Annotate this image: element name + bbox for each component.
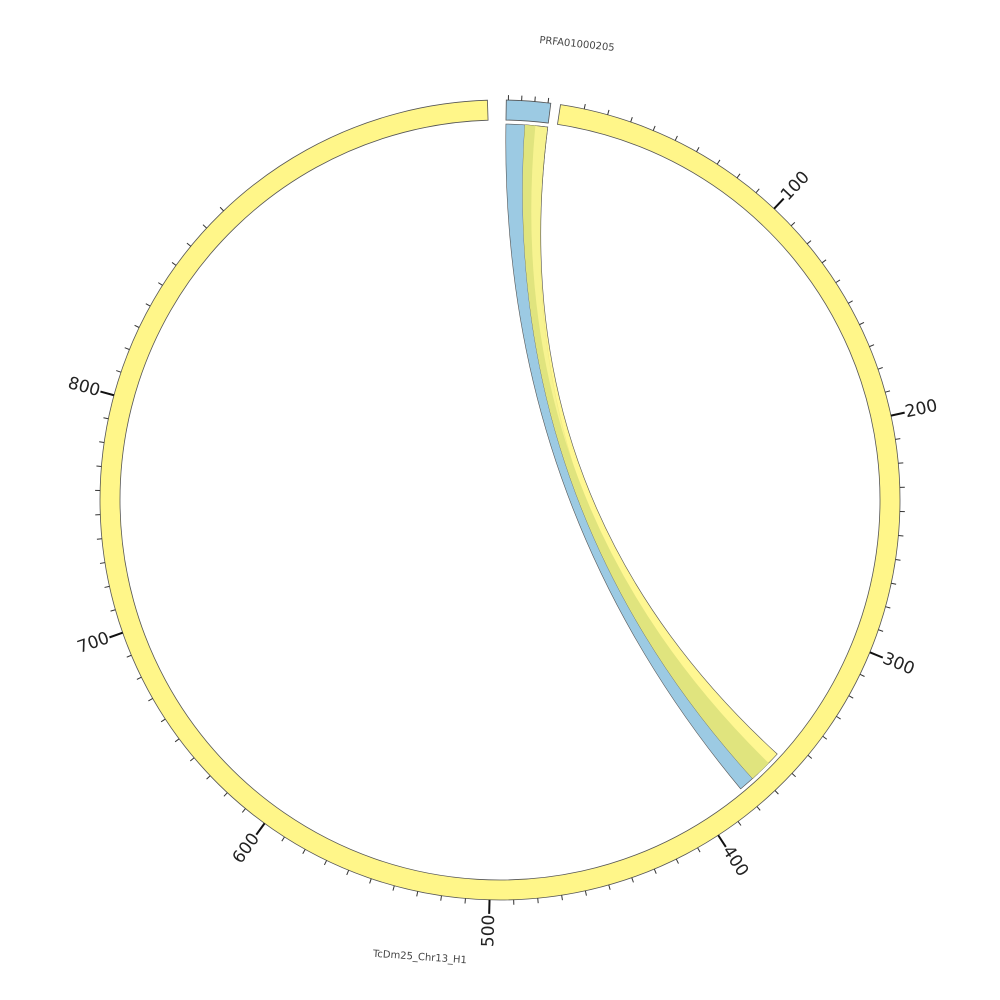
main-minor-tick	[652, 125, 656, 131]
main-minor-tick	[716, 159, 721, 165]
main-minor-tick	[160, 718, 166, 723]
main-segment-arc	[99, 99, 901, 901]
main-minor-tick	[885, 606, 891, 609]
main-minor-tick	[171, 262, 177, 266]
contig-segment-label: PRFA01000205	[539, 35, 615, 54]
main-minor-tick	[323, 860, 328, 866]
main-minor-tick	[885, 390, 891, 393]
main-minor-tick	[392, 885, 395, 891]
main-minor-tick	[835, 279, 841, 284]
main-minor-tick	[110, 609, 116, 612]
main-minor-tick	[104, 585, 110, 588]
main-minor-tick	[148, 698, 153, 702]
main-tick-label: 700	[75, 628, 112, 658]
main-minor-tick	[103, 417, 109, 420]
main-minor-tick	[136, 676, 142, 680]
main-minor-tick	[878, 629, 884, 632]
main-minor-tick	[653, 868, 657, 874]
main-major-tick	[890, 411, 905, 417]
main-minor-tick	[674, 135, 678, 141]
main-minor-tick	[561, 895, 563, 901]
main-minor-tick	[821, 259, 827, 264]
main-minor-tick	[202, 224, 207, 229]
main-minor-tick	[848, 300, 853, 304]
main-minor-tick	[346, 870, 350, 876]
main-minor-tick	[607, 109, 610, 115]
main-minor-tick	[806, 240, 812, 245]
main-minor-tick	[774, 790, 779, 795]
main-minor-tick	[440, 895, 442, 901]
main-minor-tick	[675, 858, 679, 864]
main-minor-tick	[877, 367, 883, 370]
contig-segment-arc	[505, 99, 552, 124]
main-minor-tick	[302, 849, 306, 854]
main-minor-tick	[189, 757, 195, 762]
main-major-tick	[255, 822, 266, 836]
main-minor-tick	[737, 821, 742, 826]
links-layer	[505, 123, 778, 790]
main-minor-tick	[158, 282, 163, 286]
main-minor-tick	[583, 103, 586, 110]
main-minor-tick	[369, 878, 372, 884]
main-minor-tick	[848, 695, 854, 699]
main-minor-tick	[807, 754, 813, 759]
main-minor-tick	[174, 738, 180, 743]
main-major-tick	[773, 197, 785, 210]
main-minor-tick	[584, 890, 587, 896]
main-minor-tick	[99, 441, 105, 443]
main-minor-tick	[219, 206, 224, 212]
main-major-tick	[109, 631, 123, 639]
main-minor-tick	[736, 173, 741, 179]
main-minor-tick	[859, 673, 865, 677]
main-minor-tick	[891, 582, 897, 585]
main-minor-tick	[145, 303, 151, 307]
main-minor-tick	[756, 806, 761, 811]
contig-minor-tick	[547, 97, 550, 103]
main-major-tick	[717, 834, 727, 848]
main-minor-tick	[186, 242, 192, 247]
main-tick-label: 300	[880, 649, 918, 680]
main-minor-tick	[126, 654, 132, 658]
main-minor-tick	[241, 808, 246, 813]
main-minor-tick	[895, 559, 901, 561]
link-ribbon-contig	[505, 123, 759, 790]
main-segment-label: TcDm25_Chr13_H1	[372, 949, 468, 967]
main-minor-tick	[281, 836, 285, 842]
main-tick-label: 400	[718, 842, 752, 880]
main-minor-tick	[836, 715, 841, 720]
main-major-tick	[869, 651, 884, 659]
main-minor-tick	[859, 321, 865, 326]
main-minor-tick	[608, 884, 611, 890]
main-minor-tick	[791, 773, 796, 778]
main-minor-tick	[416, 891, 419, 897]
main-tick-label: 200	[903, 396, 939, 422]
main-tick-label: 600	[229, 829, 264, 867]
ring-layer	[99, 99, 901, 901]
main-minor-tick	[895, 438, 901, 440]
main-minor-tick	[696, 147, 700, 152]
main-minor-tick	[223, 792, 228, 797]
main-minor-tick	[99, 562, 106, 564]
main-minor-tick	[134, 324, 140, 328]
main-minor-tick	[124, 347, 130, 351]
main-minor-tick	[790, 221, 796, 227]
main-minor-tick	[116, 370, 122, 373]
main-tick-label: 500	[478, 914, 499, 947]
main-minor-tick	[755, 188, 760, 194]
main-minor-tick	[631, 877, 634, 883]
main-minor-tick	[869, 344, 875, 348]
main-tick-label: 800	[66, 373, 103, 401]
main-major-tick	[100, 390, 115, 397]
main-minor-tick	[206, 775, 211, 780]
main-minor-tick	[697, 847, 701, 853]
main-minor-tick	[630, 117, 633, 123]
main-minor-tick	[822, 735, 828, 740]
